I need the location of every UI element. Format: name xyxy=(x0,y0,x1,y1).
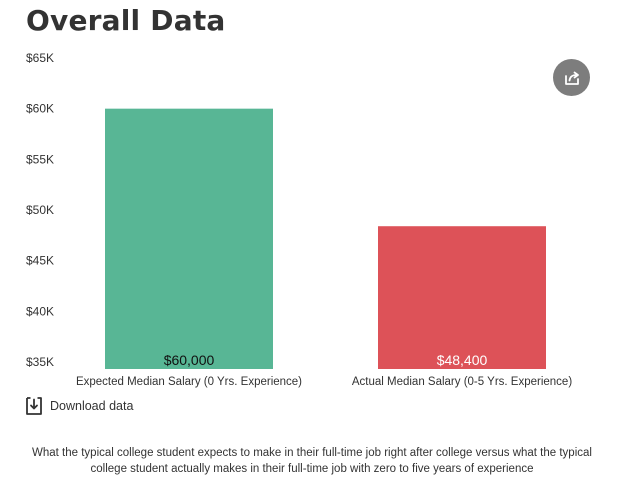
bar-value-label: $48,400 xyxy=(437,352,488,368)
bar xyxy=(378,226,546,369)
chart-caption: What the typical college student expects… xyxy=(32,447,592,475)
download-data-label: Download data xyxy=(50,399,134,413)
x-axis: Expected Median Salary (0 Yrs. Experienc… xyxy=(76,376,572,388)
download-icon xyxy=(26,397,42,415)
download-data-button[interactable]: Download data xyxy=(26,397,133,415)
share-icon xyxy=(564,71,579,85)
y-axis: $35K $40K $45K $50K $55K $60K $65K xyxy=(26,51,54,369)
bars xyxy=(105,108,546,370)
y-tick-label: $40K xyxy=(26,304,54,318)
x-tick-label: Expected Median Salary (0 Yrs. Experienc… xyxy=(76,376,302,388)
y-tick-label: $55K xyxy=(26,152,54,166)
bar xyxy=(105,108,273,370)
y-tick-label: $35K xyxy=(26,355,54,369)
y-tick-label: $50K xyxy=(26,203,54,217)
y-tick-label: $45K xyxy=(26,254,54,268)
share-button[interactable] xyxy=(553,59,590,96)
bar-chart: $35K $40K $45K $50K $55K $60K $65K $60,000 $48,… xyxy=(26,51,572,388)
chart-title: Overall Data xyxy=(26,4,226,37)
x-tick-label: Actual Median Salary (0-5 Yrs. Experienc… xyxy=(352,376,572,388)
bar-value-label: $60,000 xyxy=(164,352,215,368)
y-tick-label: $65K xyxy=(26,51,54,65)
y-tick-label: $60K xyxy=(26,102,54,116)
value-labels: $60,000 $48,400 xyxy=(164,352,488,368)
